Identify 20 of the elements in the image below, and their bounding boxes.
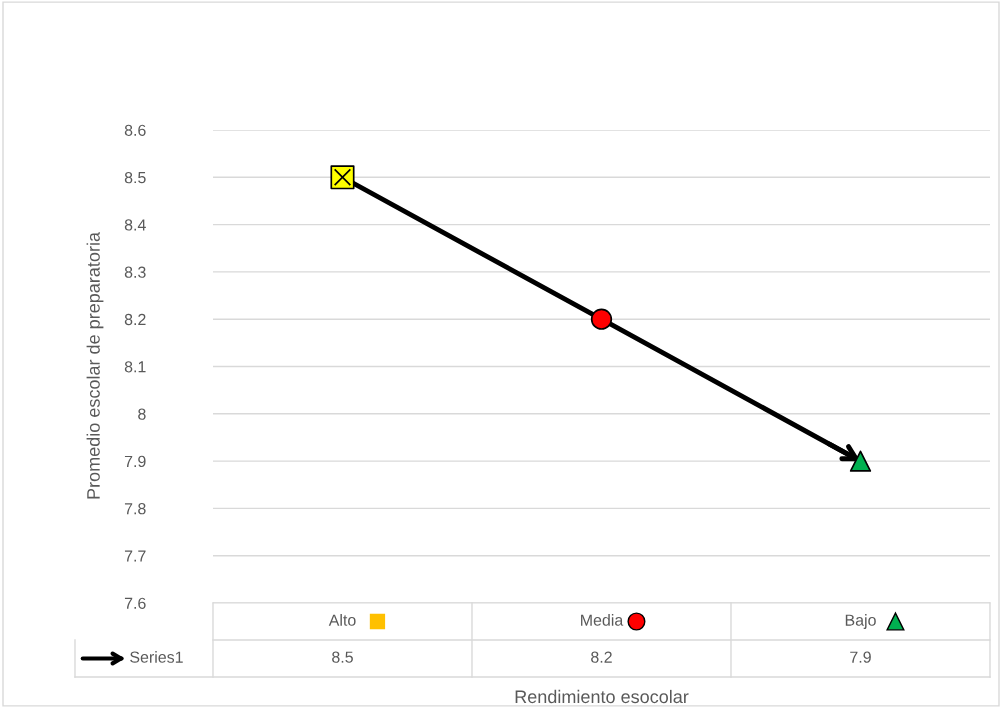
y-tick-label: 7.8 [124,503,146,515]
y-tick-label: 8.6 [124,124,146,136]
y-tick-label: 8.1 [124,361,146,373]
data-label: 8.5 [332,651,353,663]
y-tick-label: 7.6 [124,597,146,609]
data-label: 8.2 [591,651,612,663]
y-tick-label: 7.9 [124,455,146,468]
y-tick-label: 8.4 [124,219,146,231]
y-tick-label: 8.2 [124,313,146,326]
x-tick-label: Media [581,614,624,626]
x-tick-label: Bajo [845,614,876,629]
y-tick-label: 8.3 [124,266,146,278]
y-tick-label: 8.5 [124,171,146,184]
y-axis-title: Promedio escolar de preparatoria [86,232,104,499]
y-tick-label: 8 [138,408,146,420]
y-tick-label: 7.7 [124,550,146,562]
x-axis-title: Rendimiento esocolar [515,689,689,704]
data-label: 7.9 [850,651,871,663]
legend-label: Series1 [130,651,183,663]
x-tick-label: Alto [328,614,356,626]
